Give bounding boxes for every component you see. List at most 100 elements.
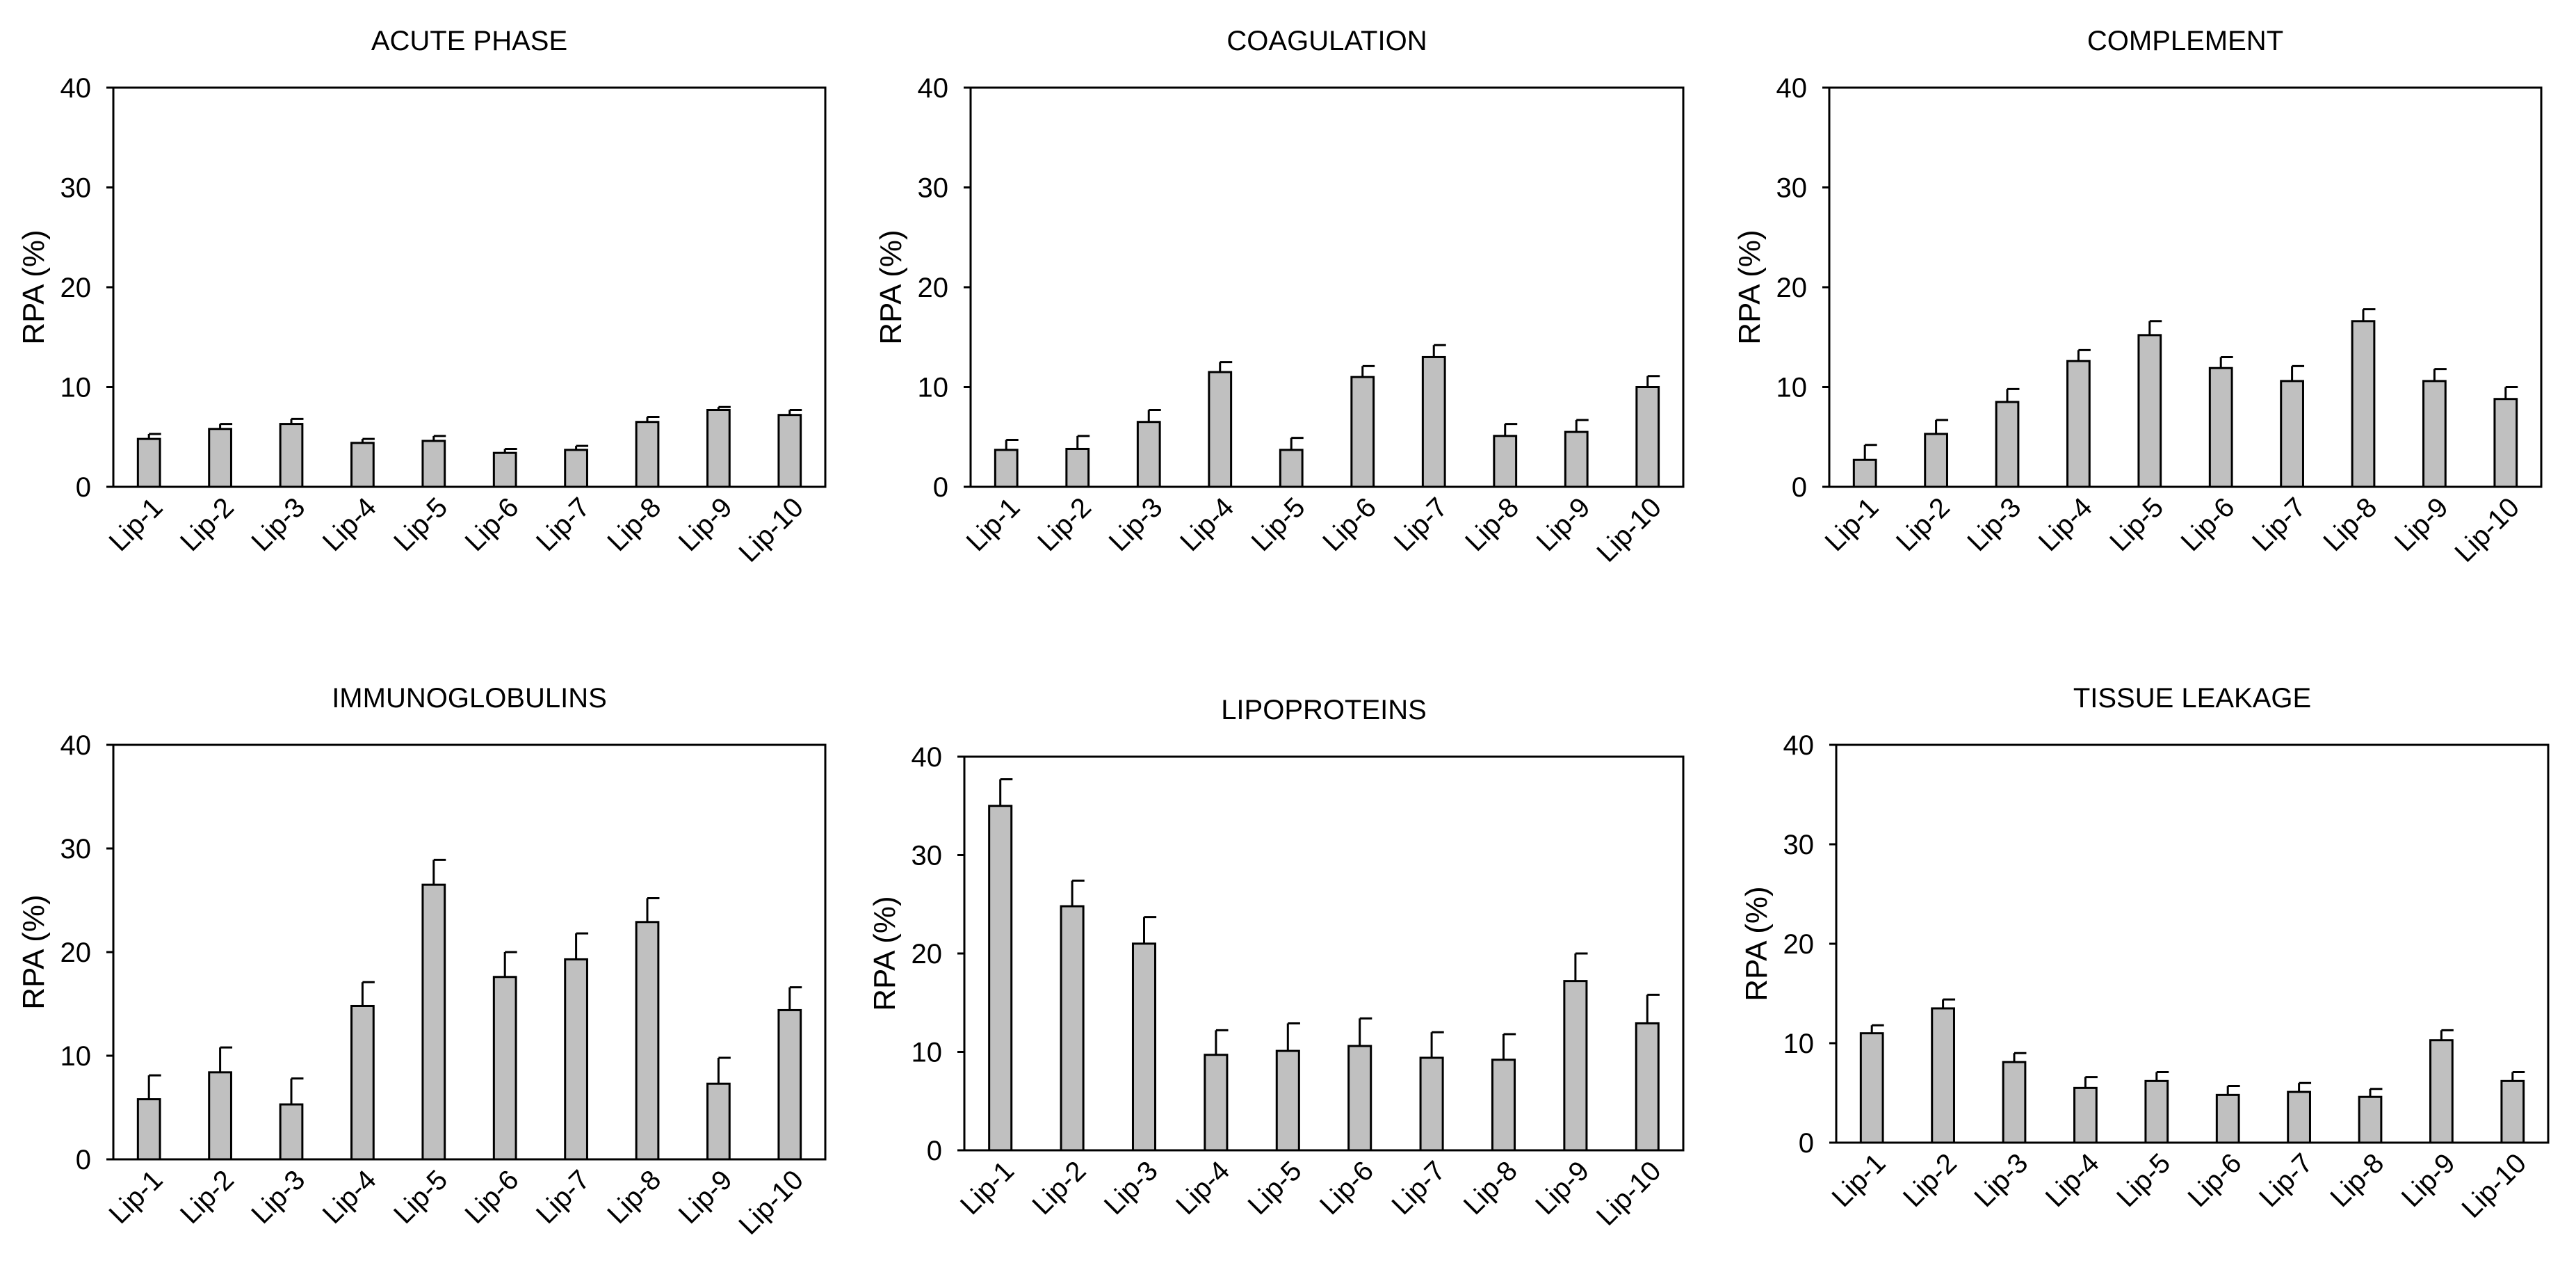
bar-lip-5 bbox=[421, 440, 446, 488]
bar-lip-8 bbox=[635, 421, 660, 488]
y-tick-label: 20 bbox=[60, 937, 92, 968]
panel-tissue-leakage: TISSUE LEAKAGE 0 10 20 30 40 RPA (%) Lip-1 Lip-2… bbox=[1740, 683, 2550, 1224]
bar-lip-3 bbox=[1995, 401, 2020, 488]
x-tick-label-lip-6: Lip-6 bbox=[460, 492, 525, 557]
y-axis-label-tissue-leakage: RPA (%) bbox=[1740, 886, 1774, 1001]
error-bar-lip-1 bbox=[999, 778, 1013, 806]
bar-lip-9 bbox=[706, 1082, 731, 1161]
x-tick-label-lip-4: Lip-4 bbox=[317, 492, 382, 557]
bar-lip-6 bbox=[1347, 1045, 1372, 1152]
bar-lip-9 bbox=[1564, 430, 1589, 488]
error-bar-lip-3 bbox=[2013, 1052, 2027, 1063]
x-tick-label-lip-7: Lip-7 bbox=[1386, 1155, 1451, 1221]
error-bar-lip-8 bbox=[646, 416, 660, 422]
error-bar-lip-3 bbox=[1143, 916, 1157, 944]
x-tick-label-lip-8: Lip-8 bbox=[1458, 1155, 1523, 1221]
x-tick-label-lip-5: Lip-5 bbox=[388, 1164, 453, 1230]
error-bar-lip-4 bbox=[2077, 348, 2091, 362]
x-tick-label-lip-6: Lip-6 bbox=[2176, 492, 2241, 557]
y-tick-label: 40 bbox=[60, 730, 92, 761]
x-tick-label-lip-1: Lip-1 bbox=[955, 1155, 1020, 1221]
x-tick-label-lip-6: Lip-6 bbox=[2182, 1148, 2248, 1213]
error-bar-lip-1 bbox=[147, 1074, 161, 1100]
bar-lip-4 bbox=[350, 442, 375, 488]
error-bar-lip-8 bbox=[1504, 423, 1518, 436]
error-bar-lip-4 bbox=[361, 981, 375, 1006]
bar-lip-8 bbox=[1493, 435, 1518, 488]
error-bar-lip-1 bbox=[147, 433, 161, 440]
error-bar-lip-3 bbox=[290, 417, 304, 424]
x-tick-label-lip-8: Lip-8 bbox=[1459, 492, 1525, 557]
error-bar-lip-10 bbox=[2504, 386, 2518, 399]
error-bar-lip-4 bbox=[361, 437, 375, 443]
y-tick-label: 20 bbox=[1783, 929, 1815, 960]
bar-lip-9 bbox=[2422, 380, 2447, 488]
bar-lip-10 bbox=[1635, 1022, 1660, 1152]
y-tick-label: 40 bbox=[1776, 73, 1808, 104]
bar-lip-5 bbox=[2137, 334, 2162, 488]
error-bar-lip-1 bbox=[1863, 444, 1877, 460]
bar-lip-8 bbox=[635, 921, 660, 1161]
x-tick-label-lip-5: Lip-5 bbox=[2111, 1148, 2176, 1213]
bar-lip-10 bbox=[1635, 386, 1660, 488]
bar-lip-7 bbox=[564, 449, 588, 488]
bar-lip-1 bbox=[136, 1098, 161, 1161]
x-tick-label-lip-3: Lip-3 bbox=[245, 492, 311, 557]
y-tick-label: 30 bbox=[1783, 830, 1815, 860]
x-tick-label-lip-2: Lip-2 bbox=[1032, 492, 1097, 557]
x-tick-label-lip-4: Lip-4 bbox=[1174, 492, 1240, 557]
x-tick-label-lip-9: Lip-9 bbox=[1530, 1155, 1595, 1221]
x-tick-label-lip-8: Lip-8 bbox=[2317, 492, 2383, 557]
y-tick-label: 10 bbox=[1783, 1029, 1815, 1059]
chart-title-immunoglobulins: IMMUNOGLOBULINS bbox=[332, 683, 607, 714]
chart-title-tissue-leakage: TISSUE LEAKAGE bbox=[2073, 683, 2311, 714]
error-bar-lip-10 bbox=[2511, 1070, 2525, 1081]
bar-lip-6 bbox=[2215, 1093, 2240, 1144]
bar-lip-1 bbox=[994, 449, 1019, 488]
error-bar-lip-6 bbox=[503, 447, 517, 453]
x-tick-label-lip-7: Lip-7 bbox=[2246, 492, 2312, 557]
x-tick-label-lip-1: Lip-1 bbox=[961, 492, 1026, 557]
x-tick-label-lip-4: Lip-4 bbox=[1170, 1155, 1236, 1221]
bar-lip-2 bbox=[208, 1071, 232, 1161]
x-tick-label-lip-3: Lip-3 bbox=[1099, 1155, 1164, 1221]
error-bar-lip-5 bbox=[432, 858, 446, 885]
error-bar-lip-4 bbox=[1219, 361, 1233, 372]
bar-lip-4 bbox=[350, 1004, 375, 1161]
bar-lip-5 bbox=[1279, 449, 1304, 488]
x-tick-label-lip-9: Lip-9 bbox=[673, 492, 738, 557]
bar-lip-9 bbox=[706, 409, 731, 488]
x-tick-label-lip-2: Lip-2 bbox=[175, 1164, 240, 1230]
x-tick-label-lip-2: Lip-2 bbox=[1026, 1155, 1092, 1221]
y-axis-label-complement: RPA (%) bbox=[1733, 230, 1767, 344]
error-bar-lip-2 bbox=[1076, 435, 1090, 449]
error-bar-lip-8 bbox=[1502, 1033, 1516, 1060]
y-tick-label: 0 bbox=[1799, 1128, 1814, 1159]
x-tick-label-lip-6: Lip-6 bbox=[1317, 492, 1382, 557]
x-tick-label-lip-1: Lip-1 bbox=[104, 492, 169, 557]
error-bar-lip-5 bbox=[1286, 1022, 1300, 1052]
bar-lip-10 bbox=[777, 414, 802, 488]
error-bar-lip-9 bbox=[717, 1056, 731, 1084]
y-tick-label: 30 bbox=[912, 841, 943, 871]
bar-lip-4 bbox=[1208, 371, 1233, 488]
chart-title-coagulation: COAGULATION bbox=[1226, 26, 1427, 56]
error-bar-lip-6 bbox=[2219, 355, 2233, 369]
bar-lip-9 bbox=[1563, 980, 1588, 1152]
bar-lip-1 bbox=[136, 437, 161, 488]
x-tick-label-lip-2: Lip-2 bbox=[1890, 492, 1956, 557]
x-tick-label-lip-10: Lip-10 bbox=[733, 1164, 809, 1241]
error-bar-lip-8 bbox=[2369, 1088, 2383, 1097]
x-tick-label-lip-1: Lip-1 bbox=[104, 1164, 169, 1230]
y-tick-label: 0 bbox=[1792, 472, 1807, 503]
x-tick-label-lip-6: Lip-6 bbox=[1314, 1155, 1379, 1221]
y-tick-label: 40 bbox=[918, 73, 949, 104]
y-axis-label-coagulation: RPA (%) bbox=[874, 230, 908, 344]
error-bar-lip-9 bbox=[717, 405, 731, 410]
x-tick-label-lip-3: Lip-3 bbox=[1961, 492, 2027, 557]
x-tick-label-lip-10: Lip-10 bbox=[1591, 492, 1667, 568]
error-bar-lip-8 bbox=[2362, 308, 2376, 321]
